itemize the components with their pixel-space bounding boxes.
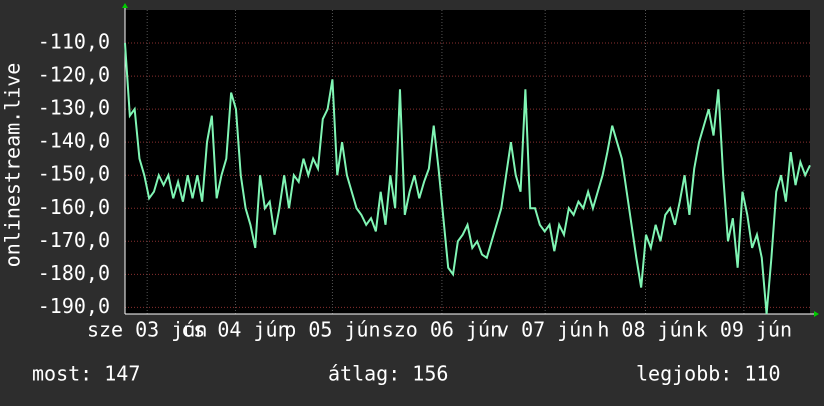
- x-tick-label: sze 03 jún: [87, 318, 207, 342]
- y-tick-label: -170,0: [38, 228, 110, 252]
- y-tick-label: -140,0: [38, 129, 110, 153]
- x-tick-label: cs 04 jún: [181, 318, 289, 342]
- y-tick-label: -180,0: [38, 261, 110, 285]
- x-tick-label: szo 06 jún: [382, 318, 502, 342]
- arrow: [814, 311, 819, 317]
- x-tick-label: k 09 jún: [696, 318, 792, 342]
- x-tick-label: p 05 jún: [284, 318, 380, 342]
- y-tick-label: -160,0: [38, 195, 110, 219]
- footer-best: legjobb: 110: [636, 362, 781, 386]
- x-tick-label: h 08 jún: [597, 318, 693, 342]
- footer-average: átlag: 156: [328, 362, 448, 386]
- y-tick-label: -190,0: [38, 294, 110, 318]
- x-tick-label: v 07 jún: [497, 318, 593, 342]
- y-tick-label: -130,0: [38, 96, 110, 120]
- y-tick-label: -110,0: [38, 30, 110, 54]
- y-tick-label: -150,0: [38, 162, 110, 186]
- plot-area: [125, 10, 810, 314]
- y-tick-label: -120,0: [38, 63, 110, 87]
- footer-current: most: 147: [32, 362, 140, 386]
- arrow: [122, 3, 128, 8]
- y-axis-label: onlinestream.live: [1, 63, 25, 268]
- data-line: [124, 42, 811, 315]
